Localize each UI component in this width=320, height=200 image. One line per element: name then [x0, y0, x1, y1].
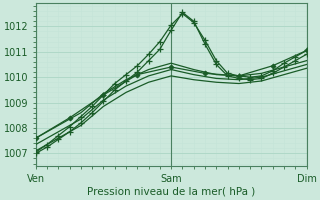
X-axis label: Pression niveau de la mer( hPa ): Pression niveau de la mer( hPa ) — [87, 187, 255, 197]
